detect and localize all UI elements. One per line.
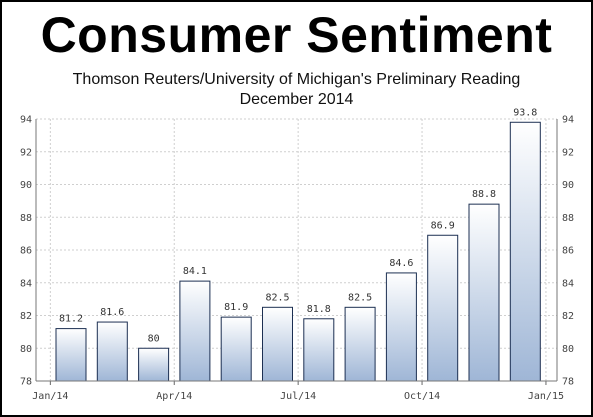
axes: 78 78 80 80 82 82 84 84 86 86 88 88 90 90 92 92 94 94 Jan/… <box>20 115 574 403</box>
data-label: 84.6 <box>389 258 413 269</box>
data-label: 81.6 <box>100 307 124 318</box>
data-label: 81.9 <box>224 302 248 313</box>
bar <box>220 316 252 382</box>
bars <box>55 121 541 382</box>
y-tick-label-left: 88 <box>20 213 32 224</box>
bar <box>468 203 500 382</box>
y-tick-label-right: 84 <box>562 278 574 289</box>
y-tick-label-left: 82 <box>20 311 32 322</box>
x-tick-label: Jul/14 <box>280 391 316 402</box>
data-label: 81.2 <box>59 314 83 325</box>
bar <box>344 306 376 382</box>
subtitle-line-2: December 2014 <box>239 91 354 108</box>
y-tick-label-right: 80 <box>562 344 574 355</box>
bar <box>303 318 335 382</box>
y-tick-label-right: 94 <box>562 115 574 126</box>
y-tick-label-right: 82 <box>562 311 574 322</box>
y-tick-label-left: 84 <box>20 278 32 289</box>
data-labels: 81.2 81.6 80 84.1 81.9 82.5 81.8 82.5 84.6 86.9 88… <box>59 107 537 344</box>
y-tick-label-left: 90 <box>20 180 32 191</box>
data-label: 82.5 <box>348 292 372 303</box>
bar <box>179 280 211 382</box>
y-tick-label-right: 78 <box>562 377 574 388</box>
y-tick-label-left: 92 <box>20 147 32 158</box>
x-tick-label: Jan/15 <box>528 391 564 402</box>
bar <box>385 272 417 382</box>
data-label: 88.8 <box>472 189 496 200</box>
data-label: 80 <box>148 333 160 344</box>
y-tick-label-left: 80 <box>20 344 32 355</box>
bar <box>55 328 87 382</box>
data-label: 86.9 <box>431 220 455 231</box>
y-tick-label-left: 86 <box>20 246 32 257</box>
bar <box>96 321 128 382</box>
bar <box>138 347 170 382</box>
y-tick-label-right: 90 <box>562 180 574 191</box>
bar <box>427 234 459 382</box>
x-tick-label: Oct/14 <box>404 391 440 402</box>
y-tick-label-right: 88 <box>562 213 574 224</box>
y-tick-label-right: 86 <box>562 246 574 257</box>
y-tick-label-right: 92 <box>562 147 574 158</box>
chart-title: Consumer Sentiment <box>40 7 553 63</box>
data-label: 81.8 <box>307 304 331 315</box>
data-label: 82.5 <box>265 292 289 303</box>
chart-subtitle: Thomson Reuters/University of Michigan's… <box>0 70 593 110</box>
data-label: 84.1 <box>183 266 207 277</box>
x-tick-label: Apr/14 <box>156 391 192 402</box>
bar <box>262 306 293 382</box>
subtitle-line-1: Thomson Reuters/University of Michigan's… <box>72 71 521 88</box>
data-label: 93.8 <box>513 107 537 118</box>
y-tick-label-left: 94 <box>20 115 32 126</box>
x-tick-label: Jan/14 <box>32 391 68 402</box>
bar <box>509 121 541 382</box>
y-tick-label-left: 78 <box>20 377 32 388</box>
